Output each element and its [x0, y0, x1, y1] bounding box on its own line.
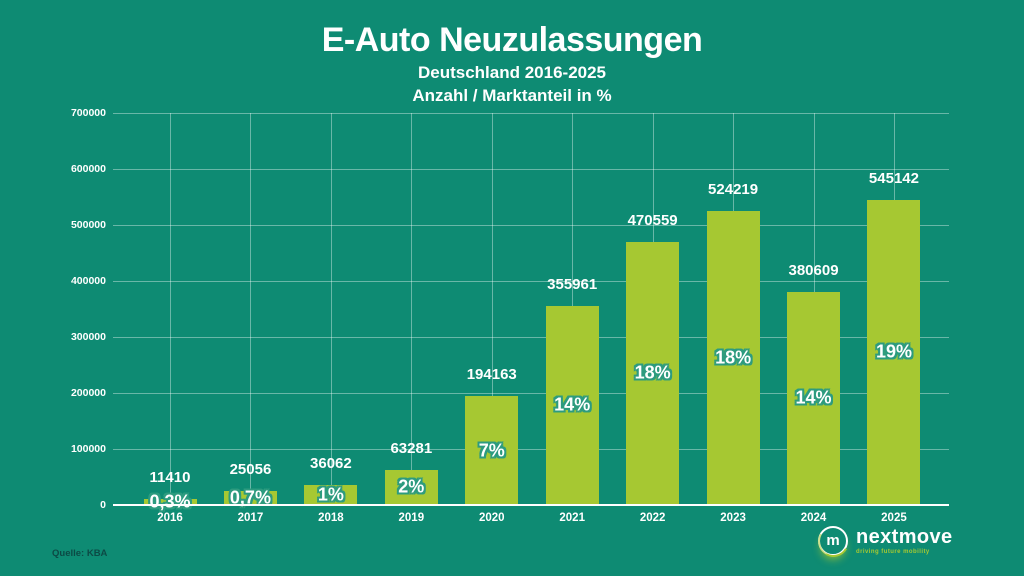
gridline-horizontal — [113, 281, 949, 282]
x-tick-label: 2022 — [639, 512, 666, 524]
gridline-vertical — [330, 113, 332, 505]
x-axis-line — [113, 504, 949, 506]
gridline-horizontal — [113, 449, 949, 450]
bar-value-label: 380609 — [788, 261, 839, 279]
logo-tagline: driving future mobility — [856, 549, 930, 555]
bar-value-label: 36062 — [310, 454, 352, 472]
bar-share-label: 7% — [478, 440, 505, 461]
y-tick-label: 100000 — [70, 443, 106, 455]
nextmove-logo: m nextmove driving future mobility — [818, 526, 953, 556]
bar-share-label: 18% — [715, 347, 752, 368]
bar-value-label: 355961 — [547, 275, 598, 293]
bar-share-label: 18% — [634, 362, 671, 383]
bar-value-label: 545142 — [868, 169, 919, 187]
bar — [545, 305, 599, 505]
gridline-horizontal — [113, 169, 949, 170]
x-tick-label: 2016 — [157, 512, 183, 524]
y-tick-label: 300000 — [70, 331, 106, 343]
bar — [787, 291, 841, 505]
gridline-horizontal — [113, 337, 949, 338]
y-tick-label: 700000 — [70, 107, 106, 119]
bar-value-label: 470559 — [627, 211, 678, 229]
bar — [867, 199, 921, 505]
y-tick-label: 0 — [100, 499, 106, 511]
x-tick-label: 2021 — [559, 512, 585, 524]
nextmove-monogram-icon: m — [818, 526, 848, 556]
bar-share-label: 1% — [317, 484, 344, 505]
x-tick-label: 2023 — [720, 512, 746, 524]
y-tick-label: 500000 — [70, 219, 106, 231]
logo-text-block: nextmove driving future mobility — [856, 526, 953, 555]
bar — [706, 211, 760, 505]
gridline-horizontal — [113, 113, 949, 114]
source-credit: Quelle: KBA — [52, 548, 108, 559]
bar-value-label: 25056 — [229, 460, 272, 478]
bar-share-label: 0,3% — [149, 491, 191, 512]
bar-share-label: 14% — [554, 394, 591, 415]
bar-value-label: 194163 — [466, 366, 517, 384]
x-tick-label: 2019 — [398, 512, 425, 524]
chart-subtitle-range: Deutschland 2016-2025 — [417, 63, 607, 83]
bar-share-label: 19% — [875, 341, 912, 362]
gridline-vertical — [170, 113, 171, 505]
bar-value-label: 63281 — [390, 439, 433, 457]
y-tick-label: 600000 — [70, 163, 106, 175]
bar — [223, 490, 277, 505]
logo-monogram-letter: m — [826, 532, 840, 549]
bar — [465, 396, 519, 505]
y-tick-label: 200000 — [70, 387, 106, 399]
y-tick-label: 400000 — [70, 275, 106, 287]
logo-wordmark: nextmove — [856, 526, 953, 548]
bar-chart-plot-area: 0 100000 200000 300000 400000 500000 600000 700… — [71, 107, 949, 524]
x-tick-label: 2018 — [318, 512, 344, 524]
bar-value-label: 524219 — [708, 181, 759, 199]
gridline-vertical — [491, 113, 493, 505]
chart-title: E-Auto Neuzulassungen — [321, 21, 703, 59]
gridline-horizontal — [113, 225, 949, 226]
bar — [143, 498, 197, 505]
gridline-horizontal — [113, 393, 949, 394]
bar — [626, 241, 680, 505]
x-tick-label: 2025 — [881, 512, 907, 524]
bar — [384, 469, 438, 505]
gridline-vertical — [411, 113, 413, 505]
x-tick-label: 2020 — [478, 512, 505, 524]
bar-value-label: 11410 — [149, 468, 191, 486]
chart-header: E-Auto Neuzulassungen Deutschland 2016-2… — [0, 21, 1024, 107]
x-tick-label: 2024 — [800, 512, 827, 524]
bar — [304, 484, 358, 505]
bar-share-label: 2% — [398, 476, 425, 497]
chart-subtitle-units: Anzahl / Marktanteil in % — [412, 85, 612, 105]
x-tick-label: 2017 — [237, 512, 264, 524]
bar-share-label: 14% — [795, 387, 832, 408]
gridline-vertical — [250, 113, 252, 505]
bar-share-label: 0,7% — [229, 487, 271, 508]
